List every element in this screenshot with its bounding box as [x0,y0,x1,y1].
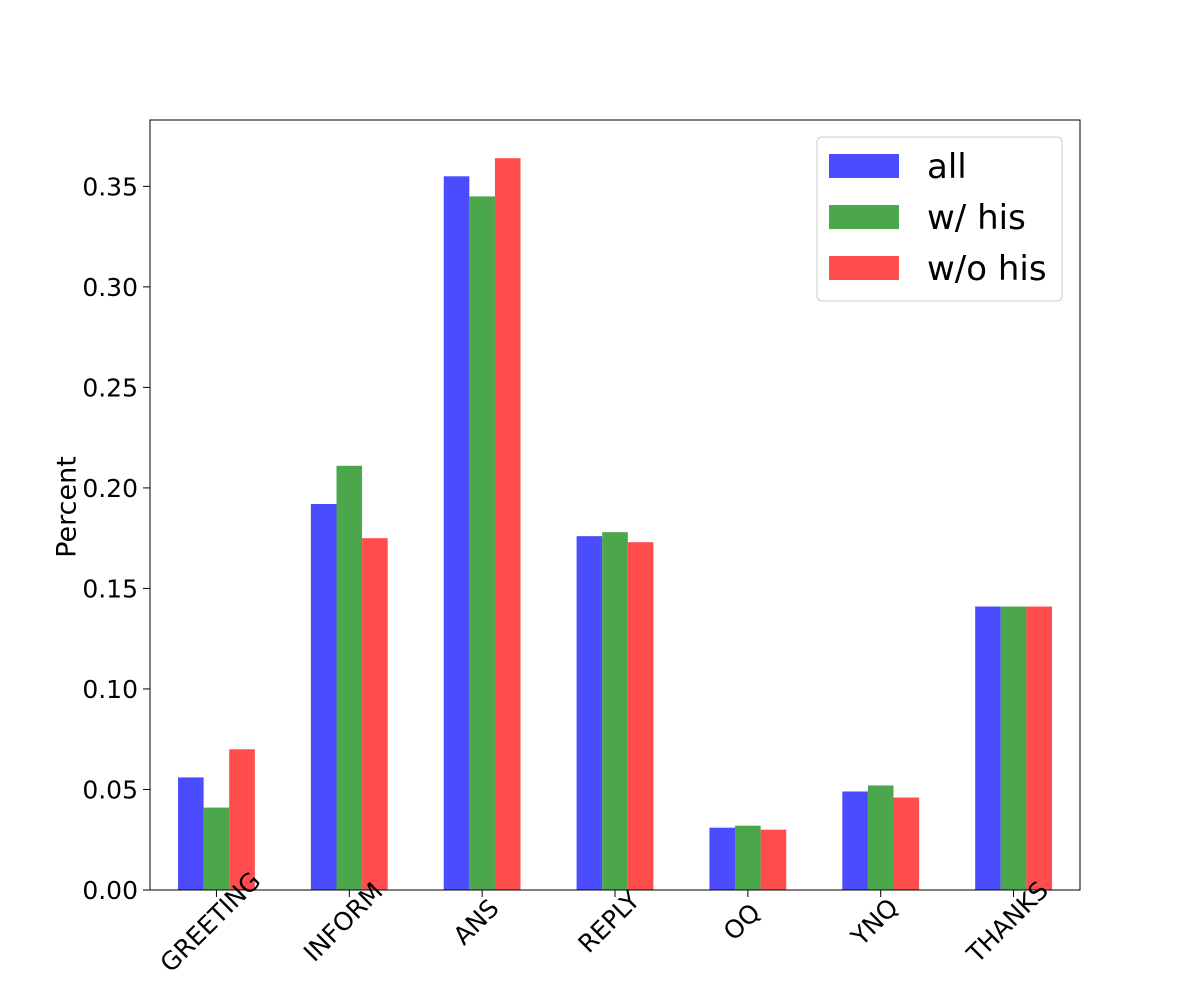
bar-oq-all [709,827,736,890]
bar-ans-w-o-his [494,158,521,891]
y-tick-label: 0.00 [82,876,138,905]
legend: all w/ his w/o his [816,136,1063,302]
bar-ynq-all [842,791,868,890]
legend-swatch [829,205,899,229]
y-tick-label: 0.15 [82,574,138,603]
bar-reply-w-o-his [627,542,654,890]
legend-swatch [829,256,899,280]
x-tick-label: REPLY [573,885,646,958]
y-tick-label: 0.35 [82,172,138,201]
y-tick-label: 0.05 [82,775,138,804]
bar-thanks-all [975,606,1001,890]
y-tick-label: 0.10 [82,675,138,704]
bars-group [178,158,1052,891]
bar-thanks-w-o-his [1026,606,1052,890]
bar-oq-w-o-his [760,829,787,890]
bar-inform-all [310,503,337,890]
y-tick-label: 0.30 [82,273,138,302]
bar-greeting-w-o-his [229,749,255,890]
legend-label: w/o his [927,249,1047,289]
x-tick-label: OQ [718,898,766,946]
bar-greeting-w-his [203,807,230,890]
legend-swatch [829,154,899,178]
bar-oq-w-his [735,825,761,890]
y-tick-label: 0.20 [82,474,138,503]
bar-greeting-all [178,777,204,890]
legend-label: all [927,147,967,187]
bar-inform-w-o-his [362,538,388,890]
bar-reply-w-his [602,532,628,890]
bar-ynq-w-o-his [893,797,920,890]
bar-reply-all [576,536,603,890]
legend-label: w/ his [927,198,1026,238]
y-tick-label: 0.25 [82,373,138,402]
bar-ans-w-his [469,196,495,891]
x-tick-label: YNQ [845,893,904,952]
x-tick-label: ANS [448,893,505,950]
y-axis-label: Percent [52,456,83,558]
bar-thanks-w-his [1000,606,1027,890]
bar-ans-all [443,176,470,891]
y-axis: 0.00 0.05 0.10 0.15 0.20 0.25 0.30 0.35 [82,172,150,905]
bar-inform-w-his [336,465,363,890]
bar-ynq-w-his [867,785,894,890]
